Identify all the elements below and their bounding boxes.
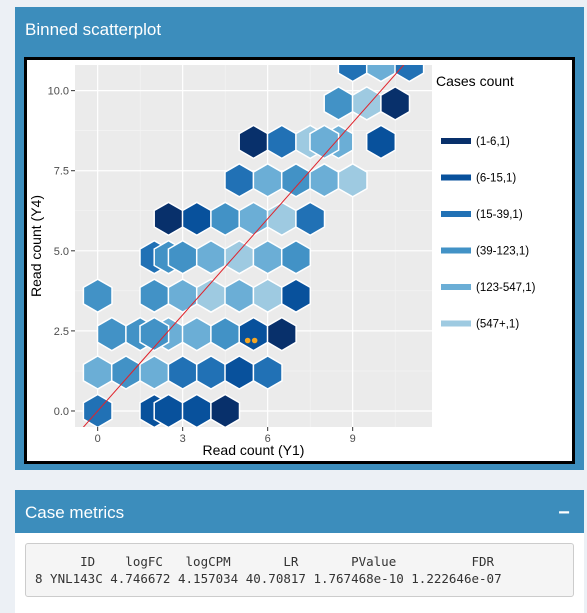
hexbin-cell[interactable] xyxy=(211,318,240,351)
hexbin-cell[interactable] xyxy=(197,356,226,389)
hexbin-cell[interactable] xyxy=(98,318,127,351)
hexbin-cell[interactable] xyxy=(296,202,325,235)
hexbin-cell[interactable] xyxy=(268,318,297,351)
y-tick-label: 5.0 xyxy=(54,246,69,258)
hexbin-cell[interactable] xyxy=(253,164,282,197)
hexbin-cell[interactable] xyxy=(183,318,212,351)
hexbin-cell[interactable] xyxy=(310,164,339,197)
hexbin-cell[interactable] xyxy=(282,279,311,312)
hexbin-cell[interactable] xyxy=(183,395,212,428)
metrics-header-line: ID logFC logCPM LR PValue FDR xyxy=(35,554,494,569)
x-tick-label: 9 xyxy=(350,433,356,445)
y-tick-label: 7.5 xyxy=(54,166,69,178)
legend-key xyxy=(441,211,471,217)
y-tick-label: 0.0 xyxy=(54,406,69,418)
metrics-row-line: 8 YNL143C 4.746672 4.157034 40.70817 1.7… xyxy=(35,571,502,586)
hexbin-cell[interactable] xyxy=(225,279,254,312)
legend-label: (1-6,1) xyxy=(476,136,510,148)
legend-label: (6-15,1) xyxy=(476,173,516,185)
highlighted-case-point xyxy=(245,338,251,344)
hexbin-cell[interactable] xyxy=(83,279,112,312)
hexbin-cell[interactable] xyxy=(183,202,212,235)
hexbin-cell[interactable] xyxy=(239,318,268,351)
collapse-button[interactable]: − xyxy=(544,502,584,525)
hexbin-cell[interactable] xyxy=(324,87,353,120)
metrics-panel-title: Case metrics xyxy=(25,503,544,523)
metrics-panel-header: Case metrics − xyxy=(15,493,584,533)
legend-label: (15-39,1) xyxy=(476,209,523,221)
metrics-table: ID logFC logCPM LR PValue FDR 8 YNL143C … xyxy=(25,543,574,597)
metrics-body: ID logFC logCPM LR PValue FDR 8 YNL143C … xyxy=(15,533,584,607)
legend-key xyxy=(441,284,471,290)
hexbin-cell[interactable] xyxy=(381,87,410,120)
legend-key xyxy=(441,175,471,181)
hexbin-cell[interactable] xyxy=(268,125,297,158)
case-metrics-panel: Case metrics − ID logFC logCPM LR PValue… xyxy=(15,490,584,613)
legend-label: (123-547,1) xyxy=(476,282,536,294)
legend-label: (547+,1) xyxy=(476,319,519,331)
hexbin-cell[interactable] xyxy=(310,125,339,158)
hexbin-cell[interactable] xyxy=(154,202,183,235)
hexbin-cell[interactable] xyxy=(367,125,396,158)
hexbin-cell[interactable] xyxy=(140,318,169,351)
hexbin-cell[interactable] xyxy=(140,356,169,389)
hexbin-cell[interactable] xyxy=(282,241,311,274)
hexbin-cell[interactable] xyxy=(168,241,197,274)
hexbin-cell[interactable] xyxy=(154,395,183,428)
legend-key xyxy=(441,321,471,327)
hexbin-cell[interactable] xyxy=(197,241,226,274)
legend-title: Cases count xyxy=(436,73,514,89)
hexbin-cell[interactable] xyxy=(239,202,268,235)
y-axis-title: Read count (Y4) xyxy=(28,195,44,297)
hexbin-cell[interactable] xyxy=(211,202,240,235)
legend-key xyxy=(441,248,471,254)
hexbin-cell[interactable] xyxy=(239,125,268,158)
legend-label: (39-123,1) xyxy=(476,246,529,258)
hexbin-cell[interactable] xyxy=(253,241,282,274)
y-tick-label: 10.0 xyxy=(48,86,69,98)
x-axis-title: Read count (Y1) xyxy=(203,442,305,458)
legend-key xyxy=(441,138,471,144)
hexbin-cell[interactable] xyxy=(225,164,254,197)
hexbin-cell[interactable] xyxy=(353,87,382,120)
hexbin-cell[interactable] xyxy=(253,279,282,312)
y-tick-label: 2.5 xyxy=(54,326,69,338)
hexbin-cell[interactable] xyxy=(197,279,226,312)
plot-panel-header: Binned scatterplot xyxy=(15,10,584,50)
hexbin-cell[interactable] xyxy=(282,164,311,197)
hexbin-cell[interactable] xyxy=(168,279,197,312)
hexbin-cell[interactable] xyxy=(112,356,141,389)
hexbin-cell[interactable] xyxy=(338,164,367,197)
hexbin-cell[interactable] xyxy=(211,395,240,428)
plot-panel-title: Binned scatterplot xyxy=(25,20,584,40)
hexbin-cell[interactable] xyxy=(268,202,297,235)
plot-frame: 0 3 6 9 0.0 2.5 5.0 7.5 10.0 Read count (Y1) Read … xyxy=(24,57,575,464)
hexbin-cell[interactable] xyxy=(225,356,254,389)
x-tick-label: 0 xyxy=(95,433,101,445)
binned-scatterplot-panel: Binned scatterplot 0 3 6 9 0.0 2.5 5.0 7.5 10.0 R… xyxy=(15,7,584,470)
hexbin-cell[interactable] xyxy=(225,241,254,274)
hexbin-cell[interactable] xyxy=(140,279,169,312)
highlighted-case-point xyxy=(252,338,258,344)
hexbin-cell[interactable] xyxy=(168,356,197,389)
x-tick-label: 3 xyxy=(180,433,186,445)
hexbin-cell[interactable] xyxy=(83,356,112,389)
hexbin-cell[interactable] xyxy=(253,356,282,389)
